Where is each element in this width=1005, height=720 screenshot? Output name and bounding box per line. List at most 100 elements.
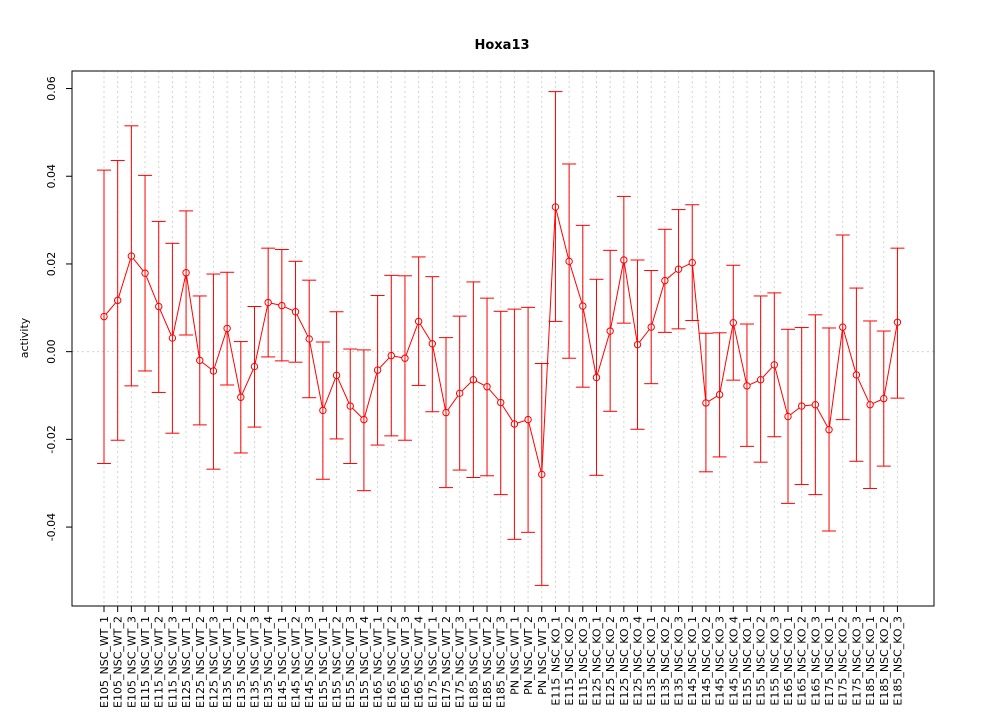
data-point [168, 334, 177, 342]
data-point [319, 406, 327, 415]
x-tick-label: E145_NSC_WT_3 [303, 616, 316, 708]
x-tick-label: E135_NSC_WT_3 [248, 616, 261, 708]
data-point [866, 401, 874, 409]
series-line-segment [241, 369, 254, 395]
x-tick-label: E115_NSC_WT_3 [166, 616, 179, 708]
x-tick-label: E185_NSC_KO_1 [864, 616, 877, 706]
series-line-segment [213, 331, 227, 369]
x-tick-label: E155_NSC_KO_1 [741, 616, 754, 706]
series-line-segment [816, 407, 828, 428]
series-line-segment [309, 341, 323, 408]
x-tick-label: E155_NSC_WT_2 [331, 616, 344, 708]
series-line-segment [790, 407, 800, 416]
series-line-segment [639, 329, 650, 343]
series-line-segment [201, 361, 212, 370]
series-line-segment [610, 263, 624, 328]
data-point [784, 412, 792, 421]
x-tick-label: E155_NSC_WT_4 [358, 616, 371, 708]
data-point [811, 401, 820, 409]
x-tick-label: E125_NSC_WT_3 [207, 616, 220, 708]
x-tick-label: E115_NSC_WT_2 [153, 616, 166, 708]
x-tick-label: PN_NSC_WT_2 [522, 616, 535, 695]
x-tick-label: E135_NSC_KO_1 [645, 616, 658, 706]
series-line-segment [651, 283, 665, 325]
series-line-segment [804, 404, 813, 407]
plot-frame [71, 70, 935, 607]
data-point [579, 302, 587, 310]
series-line-segment [883, 325, 898, 396]
data-point [455, 389, 464, 398]
y-tick-label: -0.02 [45, 425, 58, 453]
data-point [743, 382, 751, 390]
series-line-segment [394, 355, 402, 359]
x-tick-label: E135_NSC_WT_2 [235, 616, 248, 708]
data-point [606, 327, 614, 335]
series-line-segment [447, 395, 459, 411]
x-tick-label: E145_NSC_WT_2 [290, 616, 303, 708]
x-tick-label: E175_NSC_KO_3 [850, 616, 863, 706]
data-point [209, 367, 218, 375]
x-tick-label: E105_NSC_WT_3 [125, 616, 138, 708]
series-line-segment [528, 422, 542, 472]
data-point [442, 408, 450, 417]
data-point [565, 257, 573, 266]
x-tick-label: E135_NSC_WT_4 [262, 616, 275, 708]
x-tick-label: E185_NSC_KO_2 [878, 616, 891, 706]
series-line-segment [227, 331, 241, 395]
data-point [223, 324, 231, 333]
data-point [510, 420, 519, 428]
series-line-segment [337, 378, 350, 404]
x-tick-label: E145_NSC_KO_4 [727, 616, 740, 706]
series-line-segment [857, 377, 870, 403]
x-tick-label: E175_NSC_KO_1 [823, 616, 836, 706]
data-point [401, 354, 409, 362]
x-axis: E105_NSC_WT_1 E105_NSC_WT_2 E105_NSC_WT_3 E… [98, 605, 904, 708]
series-line-segment [517, 420, 526, 424]
series-line-segment [172, 275, 186, 336]
series-line-segment [762, 366, 773, 378]
data-point [113, 296, 122, 305]
x-tick-label: E155_NSC_KO_3 [768, 616, 781, 706]
x-tick-label: E165_NSC_KO_1 [782, 616, 795, 706]
x-tick-label: E155_NSC_WT_3 [344, 616, 357, 708]
x-tick-label: E125_NSC_KO_3 [618, 616, 631, 706]
data-point [483, 383, 491, 391]
data-point [729, 319, 737, 327]
x-tick-label: E175_NSC_KO_2 [837, 616, 850, 706]
data-point [250, 362, 259, 371]
x-tick-label: E105_NSC_WT_2 [112, 616, 125, 708]
data-point [715, 390, 724, 399]
data-point [702, 399, 710, 407]
data-point [551, 203, 560, 211]
x-tick-label: E185_NSC_KO_3 [891, 616, 904, 706]
series-line-segment [186, 275, 200, 358]
x-tick-label: E125_NSC_KO_1 [590, 616, 603, 706]
y-tick-label: 0.02 [45, 252, 58, 277]
series-line-segment [379, 357, 390, 369]
data-point [797, 402, 806, 410]
data-point [839, 323, 847, 331]
x-tick-label: E175_NSC_WT_2 [440, 616, 453, 708]
series-line-segment [419, 323, 432, 342]
x-tick-label: E135_NSC_WT_1 [221, 616, 234, 708]
x-tick-label: E145_NSC_KO_1 [686, 616, 699, 706]
series-line-segment [623, 263, 638, 342]
x-tick-label: PN_NSC_WT_3 [536, 616, 549, 695]
grid-layer [72, 71, 934, 606]
x-tick-label: E135_NSC_KO_3 [673, 616, 686, 706]
series-line-segment [323, 378, 336, 408]
data-point [278, 301, 286, 310]
data-point [647, 323, 655, 331]
series-line-segment [145, 275, 158, 304]
data-point [770, 361, 779, 369]
data-point [291, 308, 300, 316]
data-point [497, 398, 505, 407]
series-line-segment [159, 309, 172, 336]
series-line-segment [475, 380, 485, 386]
data-point [387, 351, 395, 360]
y-axis: -0.04 -0.02 0.00 0.02 0.04 0.06 [45, 76, 73, 541]
data-points [100, 203, 902, 479]
data-point [620, 256, 628, 264]
data-point [825, 426, 833, 434]
